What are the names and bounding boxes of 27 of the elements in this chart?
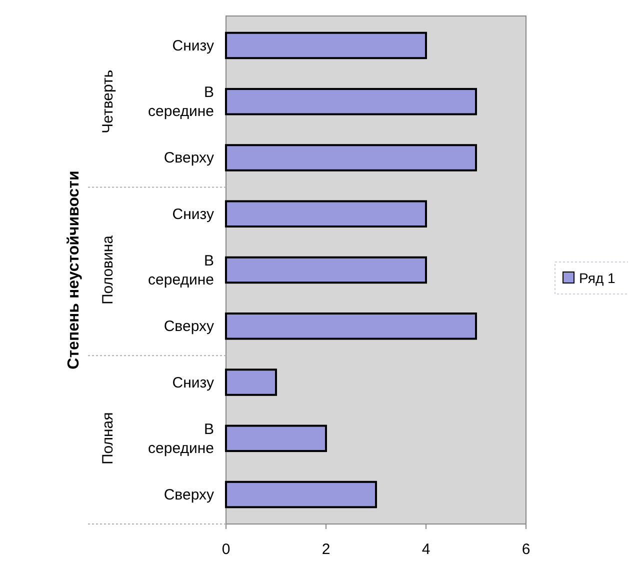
text: Половина: [100, 234, 116, 305]
text: Полная: [100, 412, 116, 465]
y-tick-label: Снизу: [172, 205, 214, 222]
y-tick-label: Сверху: [164, 149, 214, 166]
y-tick-label: В середине: [148, 420, 214, 456]
x-tick-label: 4: [422, 541, 430, 558]
y-tick-label: В середине: [148, 252, 214, 288]
y-tick-label: Сверху: [164, 318, 214, 335]
y-tick-label: Снизу: [172, 374, 214, 391]
text: Четверть: [100, 70, 116, 134]
y-tick-label: Сверху: [164, 486, 214, 504]
y-axis-title: Степень неустойчивости: [66, 170, 82, 370]
bar: [225, 144, 477, 172]
x-tick-label: 6: [522, 541, 530, 558]
bar: [225, 32, 427, 60]
bar: [225, 368, 277, 396]
bar: [225, 256, 427, 284]
bar: [225, 312, 477, 340]
bar: [225, 480, 377, 508]
y-tick-label: В середине: [148, 84, 214, 120]
y-tick-label: Снизу: [172, 36, 214, 54]
x-tick-label: 2: [322, 541, 330, 558]
bar: [225, 200, 427, 228]
x-tick-label: 0: [222, 541, 230, 558]
bar: [225, 424, 327, 452]
legend-label: Ряд 1: [579, 270, 616, 286]
bar: [225, 88, 477, 116]
